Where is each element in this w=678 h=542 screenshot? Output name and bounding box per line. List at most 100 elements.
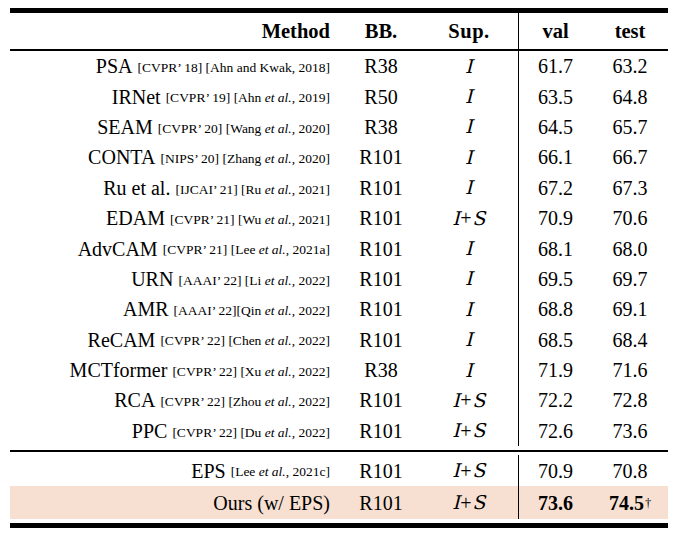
method-name: EDAM (106, 208, 165, 228)
backbone-value: R101 (342, 416, 420, 446)
val-score: 72.6 (518, 416, 592, 446)
method-name: AMR (123, 299, 169, 319)
supervision-value: I (420, 325, 518, 355)
method-cell: SEAM [CVPR’ 20] [Wang et al., 2020] (10, 112, 342, 142)
table-row: ReCAM [CVPR’ 22] [Chen et al., 2022] R10… (10, 325, 668, 355)
group-2: EPS [Lee et al., 2021c] R101 I + S 70.9 … (10, 455, 668, 519)
method-cell: CONTA [NIPS’ 20] [Zhang et al., 2020] (10, 142, 342, 172)
test-number: 68.0 (613, 239, 648, 259)
test-score: 63.2 (592, 51, 668, 81)
backbone-value: R101 (342, 142, 420, 172)
method-citation: [CVPR’ 22] [Chen et al., 2022] (160, 331, 330, 348)
method-name: Ours (w/ EPS) (213, 493, 330, 513)
bottom-rule (10, 523, 668, 528)
supervision-value: I + S (420, 416, 518, 446)
val-score: 63.5 (518, 81, 592, 111)
method-cell: AMR [AAAI’ 22][Qin et al., 2022] (10, 294, 342, 324)
table-row: EPS [Lee et al., 2021c] R101 I + S 70.9 … (10, 455, 668, 486)
test-score: 69.1 (592, 294, 668, 324)
method-citation: [Lee et al., 2021c] (231, 462, 330, 479)
method-name: Ru et al. (103, 178, 170, 198)
method-name: PPC (132, 421, 168, 441)
test-score: 69.7 (592, 264, 668, 294)
header-test: test (592, 13, 668, 49)
method-name: PSA (96, 56, 133, 76)
table-row: EDAM [CVPR’ 21] [Wu et al., 2021] R101 I… (10, 203, 668, 233)
test-number: 70.8 (613, 461, 648, 481)
val-score: 71.9 (518, 355, 592, 385)
val-score: 64.5 (518, 112, 592, 142)
backbone-value: R38 (342, 355, 420, 385)
table-row: RCA [CVPR’ 22] [Zhou et al., 2022] R101 … (10, 385, 668, 415)
val-score: 67.2 (518, 173, 592, 203)
test-score: 66.7 (592, 142, 668, 172)
supervision-value: I (420, 81, 518, 111)
test-score: 68.0 (592, 233, 668, 263)
test-number: 69.7 (613, 269, 648, 289)
results-table: Method BB. Sup. val test PSA [CVPR’ 18] … (0, 0, 678, 528)
test-number: 65.7 (613, 117, 648, 137)
method-citation: [IJCAI’ 21] [Ru et al., 2021] (175, 180, 330, 197)
header-row: Method BB. Sup. val test (10, 13, 668, 49)
table-row: PPC [CVPR’ 22] [Du et al., 2022] R101 I … (10, 416, 668, 446)
backbone-value: R101 (342, 203, 420, 233)
group-separator-rule (10, 450, 668, 452)
method-citation: [CVPR’ 18] [Ahn and Kwak, 2018] (138, 58, 330, 75)
table-row: SEAM [CVPR’ 20] [Wang et al., 2020] R38 … (10, 112, 668, 142)
val-score: 68.8 (518, 294, 592, 324)
supervision-value: I (420, 142, 518, 172)
header-backbone: BB. (342, 13, 420, 49)
test-number: 63.2 (613, 56, 648, 76)
test-number: 69.1 (613, 299, 648, 319)
method-name: AdvCAM (78, 239, 158, 259)
table-row: PSA [CVPR’ 18] [Ahn and Kwak, 2018] R38 … (10, 51, 668, 81)
method-citation: [CVPR’ 22] [Xu et al., 2022] (172, 362, 330, 379)
test-score: 70.8 (592, 455, 668, 486)
test-score: 74.5 † (592, 486, 668, 519)
test-score: 65.7 (592, 112, 668, 142)
method-citation: [CVPR’ 21] [Lee et al., 2021a] (163, 240, 330, 257)
supervision-value: I (420, 294, 518, 324)
val-score: 66.1 (518, 142, 592, 172)
header-method: Method (10, 13, 342, 49)
group-1: PSA [CVPR’ 18] [Ahn and Kwak, 2018] R38 … (10, 51, 668, 446)
test-score: 70.6 (592, 203, 668, 233)
method-cell: MCTformer [CVPR’ 22] [Xu et al., 2022] (10, 355, 342, 385)
method-cell: URN [AAAI’ 22] [Li et al., 2022] (10, 264, 342, 294)
backbone-value: R101 (342, 264, 420, 294)
method-name: RCA (114, 390, 155, 410)
method-citation: [AAAI’ 22][Qin et al., 2022] (174, 301, 330, 318)
val-score: 72.2 (518, 385, 592, 415)
backbone-value: R101 (342, 294, 420, 324)
method-cell: Ru et al. [IJCAI’ 21] [Ru et al., 2021] (10, 173, 342, 203)
supervision-value: I + S (420, 203, 518, 233)
supervision-value: I (420, 112, 518, 142)
supervision-value: I + S (420, 455, 518, 486)
test-number: 66.7 (613, 147, 648, 167)
val-score: 70.9 (518, 455, 592, 486)
table-row: MCTformer [CVPR’ 22] [Xu et al., 2022] R… (10, 355, 668, 385)
val-score: 61.7 (518, 51, 592, 81)
table-row: Ours (w/ EPS) R101 I + S 73.6 74.5 † (10, 486, 668, 519)
supervision-value: I (420, 264, 518, 294)
val-score: 73.6 (518, 486, 592, 519)
method-citation: [AAAI’ 22] [Li et al., 2022] (178, 271, 330, 288)
test-number: 70.6 (613, 208, 648, 228)
backbone-value: R38 (342, 51, 420, 81)
test-number: 74.5 (609, 493, 644, 513)
method-cell: RCA [CVPR’ 22] [Zhou et al., 2022] (10, 385, 342, 415)
method-name: URN (131, 269, 173, 289)
method-name: IRNet (112, 87, 161, 107)
supervision-value: I + S (420, 486, 518, 519)
backbone-value: R101 (342, 173, 420, 203)
supervision-value: I + S (420, 385, 518, 415)
method-cell: ReCAM [CVPR’ 22] [Chen et al., 2022] (10, 325, 342, 355)
method-cell: PPC [CVPR’ 22] [Du et al., 2022] (10, 416, 342, 446)
val-score: 68.5 (518, 325, 592, 355)
test-score: 64.8 (592, 81, 668, 111)
supervision-value: I (420, 233, 518, 263)
method-cell: IRNet [CVPR’ 19] [Ahn et al., 2019] (10, 81, 342, 111)
method-cell: EDAM [CVPR’ 21] [Wu et al., 2021] (10, 203, 342, 233)
method-citation: [CVPR’ 22] [Du et al., 2022] (172, 423, 330, 440)
test-number: 68.4 (613, 330, 648, 350)
